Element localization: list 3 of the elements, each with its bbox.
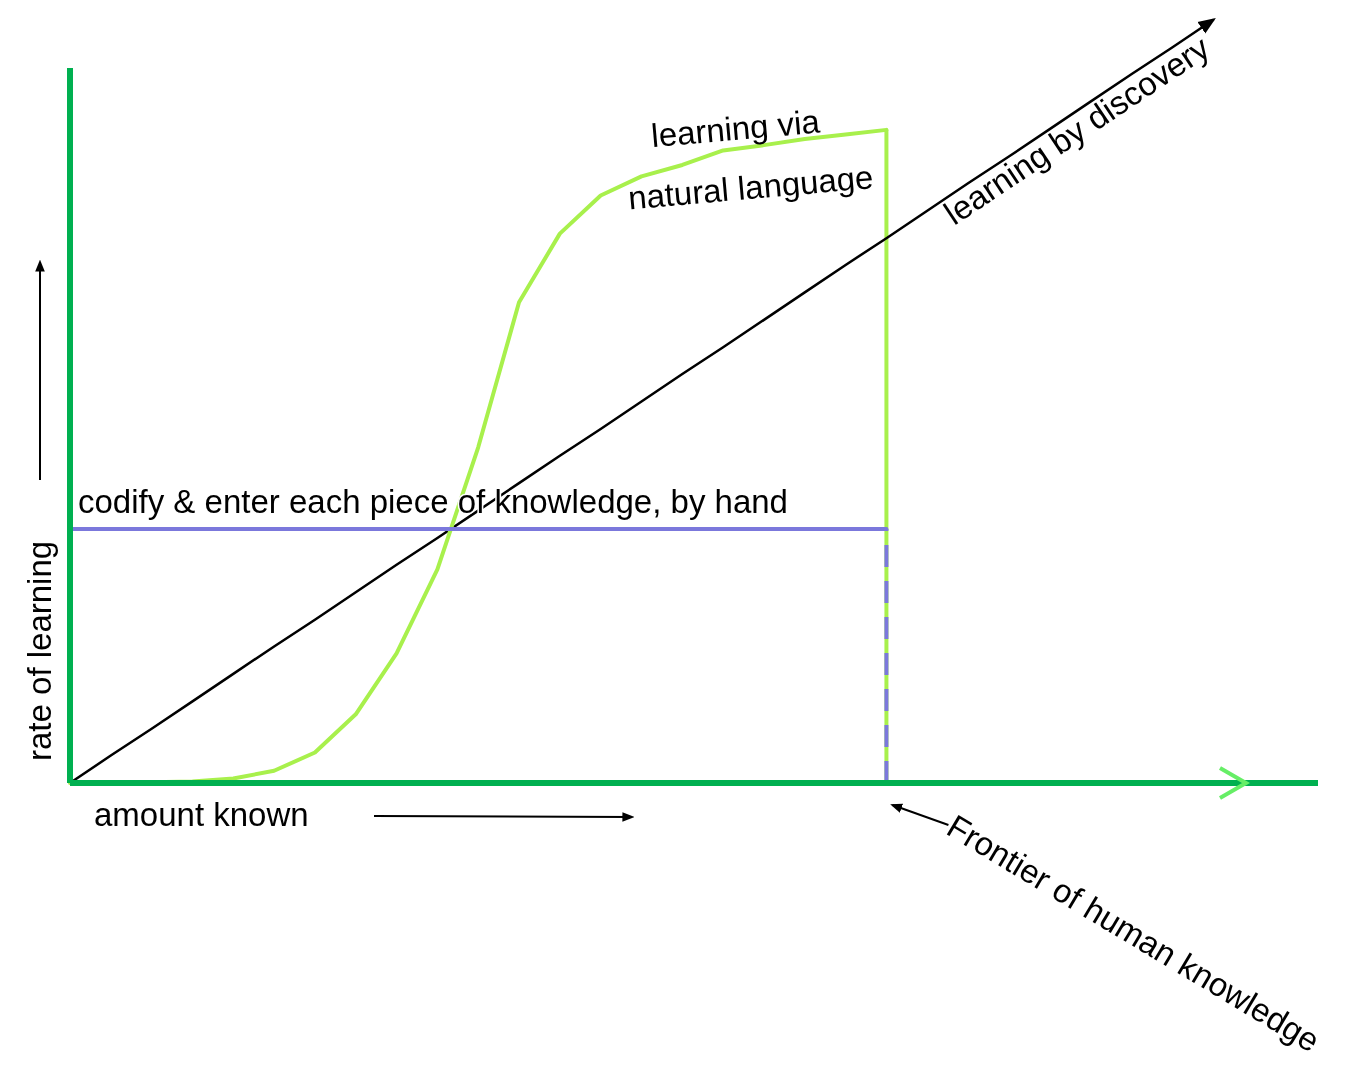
series-label: learning via natural language <box>626 102 875 217</box>
x-axis-title: amount known <box>94 796 309 833</box>
y-axis-title: rate of learning <box>21 540 58 761</box>
